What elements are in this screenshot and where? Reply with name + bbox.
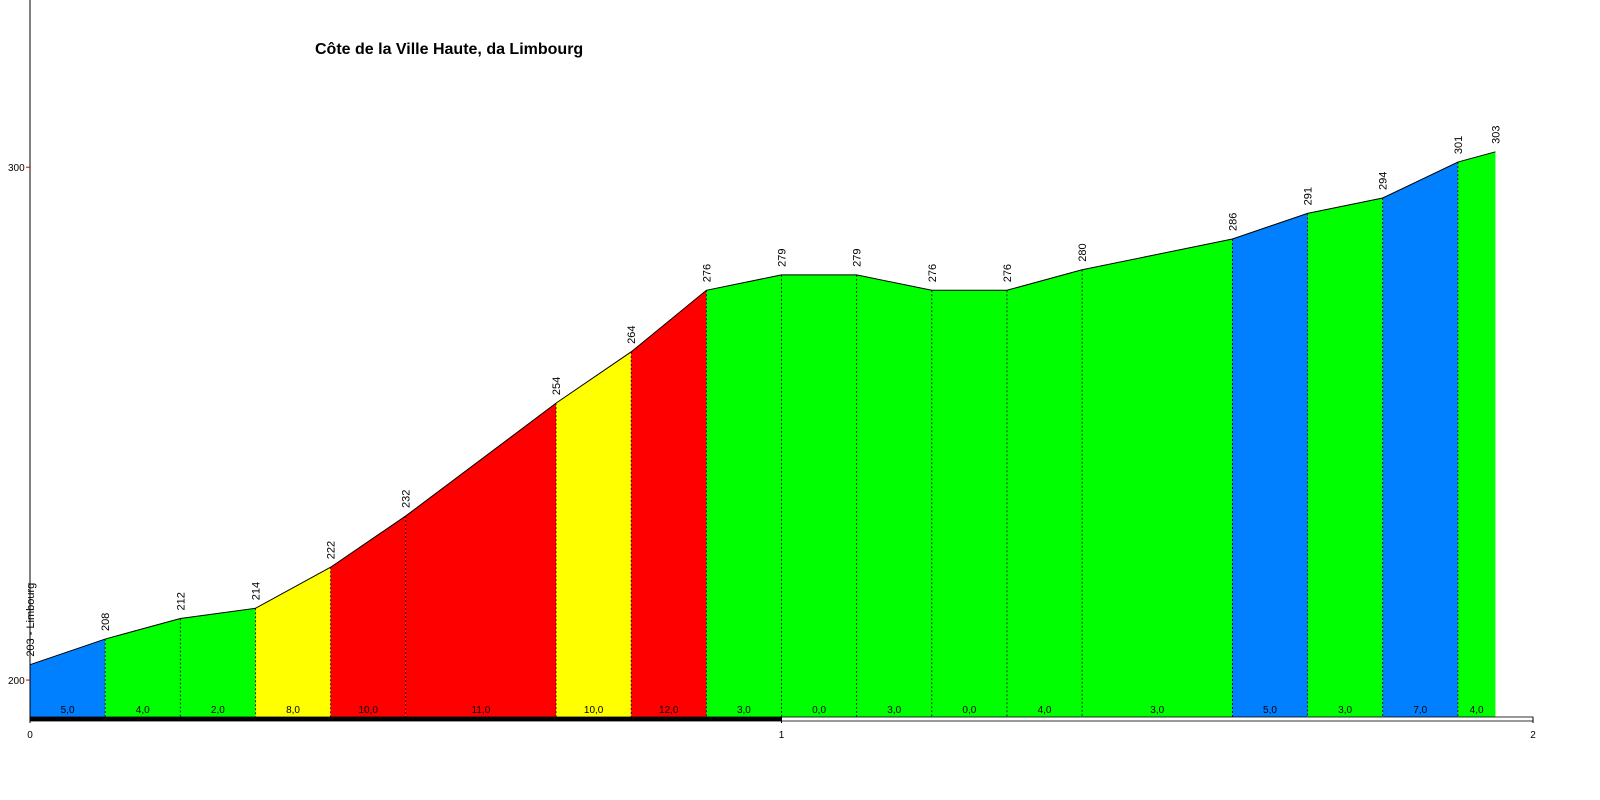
- elevation-label: 254: [551, 377, 563, 395]
- segment: [255, 567, 331, 717]
- gradient-label: 0,0: [962, 705, 976, 716]
- elevation-label: 276: [701, 264, 713, 282]
- gradient-label: 4,0: [136, 705, 150, 716]
- x-axis-bar-fill: [30, 717, 782, 721]
- elevation-label: 212: [175, 592, 187, 610]
- segment: [330, 515, 406, 717]
- gradient-label: 12,0: [659, 705, 679, 716]
- elevation-label: 203 - Limbourg: [25, 583, 37, 657]
- gradient-label: 2,0: [211, 705, 225, 716]
- segment: [706, 274, 782, 717]
- gradient-label: 4,0: [1470, 705, 1484, 716]
- segment: [1232, 213, 1308, 718]
- gradient-label: 11,0: [472, 705, 491, 716]
- segment: [1307, 197, 1383, 717]
- segment: [556, 351, 632, 717]
- segment: [931, 290, 1007, 717]
- elevation-label: 301: [1453, 136, 1465, 154]
- elevation-label: 286: [1227, 213, 1239, 231]
- elevation-label: 303: [1490, 125, 1502, 143]
- gradient-label: 5,0: [61, 705, 75, 716]
- x-tick-label: 0: [27, 730, 33, 741]
- segment: [1082, 239, 1233, 717]
- x-tick-label: 2: [1530, 730, 1536, 741]
- gradient-label: 7,0: [1413, 705, 1427, 716]
- elevation-label: 276: [1002, 264, 1014, 282]
- elevation-label: 208: [100, 613, 112, 631]
- elevation-label: 214: [250, 582, 262, 600]
- segment: [1457, 151, 1496, 717]
- elevation-label: 294: [1378, 172, 1390, 190]
- chart-title: Côte de la Ville Haute, da Limbourg: [315, 41, 583, 58]
- segment: [631, 290, 707, 717]
- y-tick-label: 300: [8, 163, 25, 174]
- x-tick-label: 1: [779, 730, 785, 741]
- y-tick-label: 200: [8, 676, 25, 687]
- gradient-label: 3,0: [1150, 705, 1164, 716]
- gradient-label: 8,0: [286, 705, 300, 716]
- profile-line: [29, 151, 1496, 666]
- gradient-label: 4,0: [1038, 705, 1052, 716]
- elevation-label: 264: [626, 325, 638, 343]
- gradient-label: 0,0: [812, 705, 826, 716]
- gradient-label: 3,0: [1338, 705, 1352, 716]
- segment: [1006, 269, 1083, 717]
- elevation-label: 280: [1077, 243, 1089, 261]
- segment: [781, 274, 857, 717]
- segment: [1382, 162, 1458, 717]
- elevation-label: 232: [401, 490, 413, 508]
- segment: [105, 618, 181, 717]
- elevation-label: 279: [777, 249, 789, 267]
- gradient-label: 3,0: [737, 705, 751, 716]
- elevation-label: 222: [326, 541, 338, 559]
- gradient-label: 3,0: [887, 705, 901, 716]
- segment: [856, 274, 932, 717]
- gradient-label: 10,0: [358, 705, 378, 716]
- gradient-label: 10,0: [584, 705, 604, 716]
- elevation-label: 276: [927, 264, 939, 282]
- elevation-label: 279: [852, 249, 864, 267]
- elevation-label: 291: [1303, 187, 1315, 205]
- gradient-label: 5,0: [1263, 705, 1277, 716]
- segment: [180, 608, 256, 717]
- segment: [405, 403, 557, 717]
